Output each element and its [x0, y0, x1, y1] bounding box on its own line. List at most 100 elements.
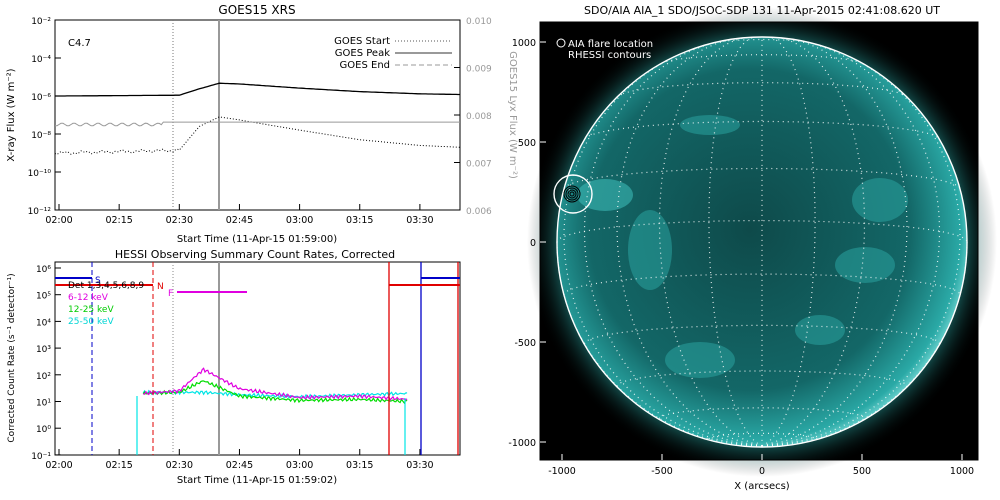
sdo-x-tick-label: -1000 [548, 466, 576, 477]
goes-y2-tick-label: 0.009 [466, 65, 492, 75]
sun-region [665, 342, 735, 378]
sun-longitude-line [583, 39, 763, 447]
goes-y-tick-label: 10⁻⁸ [31, 131, 51, 141]
legend-goes-end: GOES End [340, 60, 390, 71]
sdo-x-tick-label: 500 [853, 466, 871, 477]
goes-y2-tick-label: 0.010 [466, 17, 492, 27]
hessi-x-tick-label: 02:00 [45, 460, 72, 471]
goes-y-tick-label: 10⁻¹⁰ [28, 169, 52, 179]
hessi-legend: Det 1,3,4,5,6,8,9 6-12 keV 12-25 keV 25-… [68, 281, 144, 327]
sun-region [680, 115, 740, 135]
hessi-x-tick-label: 02:45 [226, 460, 253, 471]
legend-25-50kev: 25-50 keV [68, 317, 114, 327]
hessi-12-25kev-line [142, 380, 408, 405]
goes-long-channel-line [55, 82, 460, 97]
sdo-x-tick-label: 1000 [950, 466, 974, 477]
sun-region [835, 247, 895, 283]
goes-x-tick-label: 03:00 [286, 215, 313, 226]
hessi-y-tick-label: 10³ [36, 345, 51, 355]
sun-longitude-line [563, 52, 763, 447]
sdo-y-tick-label: 0 [530, 238, 536, 249]
goes-x-tick-label: 02:30 [166, 215, 193, 226]
legend-detectors: Det 1,3,4,5,6,8,9 [68, 281, 144, 291]
legend-aia-marker-icon [556, 38, 566, 48]
goes-x-tick-label: 02:15 [105, 215, 132, 226]
sun-longitude-line [658, 36, 763, 447]
hessi-y-tick-label: 10⁰ [36, 425, 51, 435]
goes-x-tick-label: 02:00 [45, 215, 72, 226]
aia-flare-location-marker [553, 174, 593, 214]
rhessi-contour [569, 191, 575, 197]
hessi-ylabel: Corrected Count Rate (s⁻¹ detector⁻¹) [7, 273, 17, 442]
sdo-panel: SDO/AIA AIA_1 SDO/JSOC-SDP 131 11-Apr-20… [508, 4, 997, 492]
legend-6-12kev: 6-12 keV [68, 293, 109, 303]
sdo-y-ticks: 1000 500 0 -500 -1000 [508, 38, 546, 449]
goes-y2-tick-label: 0.006 [466, 207, 492, 217]
hessi-y-tick-label: 10¹ [36, 399, 51, 409]
flag-s-label: S [95, 276, 101, 286]
sdo-xlabel: X (arcsecs) [734, 481, 790, 492]
hessi-y-tick-label: 10⁵ [36, 292, 51, 302]
hessi-y-ticks: 10⁶ 10⁵ 10⁴ 10³ 10² 10¹ 10⁰ 10⁻¹ [31, 265, 61, 462]
goes-title: GOES15 XRS [218, 3, 295, 17]
sun-region [628, 210, 672, 290]
hessi-x-ticks: 02:00 02:15 02:30 02:45 03:00 03:15 03:30 [45, 449, 434, 471]
legend-goes-start: GOES Start [334, 36, 390, 47]
goes-x-tick-label: 02:45 [226, 215, 253, 226]
goes-y2-tick-label: 0.008 [466, 112, 492, 122]
hessi-panel: HESSI Observing Summary Count Rates, Cor… [7, 248, 461, 486]
sdo-x-ticks: -1000 -500 0 500 1000 [548, 454, 974, 477]
hessi-x-tick-label: 02:15 [105, 460, 132, 471]
goes-y2-tick-label: 0.007 [466, 160, 492, 170]
goes-y-tick-label: 10⁻¹² [28, 207, 52, 217]
sun-disk [557, 37, 967, 447]
goes-legend: GOES Start GOES Peak GOES End [334, 36, 452, 71]
sdo-y-tick-label: -500 [514, 338, 536, 349]
sun-latitude-line [661, 54, 863, 64]
hessi-x-tick-label: 03:00 [286, 460, 313, 471]
sdo-x-tick-label: -500 [651, 466, 673, 477]
hessi-title: HESSI Observing Summary Count Rates, Cor… [115, 248, 395, 261]
sun-longitude-line [761, 36, 866, 447]
goes-y2-ticks: 0.010 0.009 0.008 0.007 0.006 [454, 17, 492, 217]
sun-longitude-line [761, 52, 961, 447]
goes-y-tick-label: 10⁻⁶ [31, 93, 51, 103]
goes-panel: GOES15 XRS C4.7 10⁻² 10⁻⁴ 10⁻⁶ 10⁻⁸ 10⁻¹⁰ 10⁻… [6, 3, 518, 245]
hessi-y-tick-label: 10⁴ [36, 318, 51, 328]
rhessi-contour [565, 187, 579, 201]
legend-12-25kev: 12-25 keV [68, 305, 114, 315]
goes-x-tick-label: 03:30 [406, 215, 433, 226]
sdo-plot-frame [539, 21, 979, 461]
rhessi-contour [567, 189, 577, 199]
hessi-y-tick-label: 10² [36, 372, 51, 382]
legend-goes-peak: GOES Peak [335, 48, 390, 59]
flag-f-label: F [168, 289, 173, 299]
sun-latitude-line [708, 432, 816, 440]
sdo-x-tick-label: 0 [759, 466, 765, 477]
goes-ylabel: X-ray Flux (W m⁻²) [6, 68, 17, 161]
legend-aia-flare-location: AIA flare location [568, 39, 653, 50]
hessi-xlabel: Start Time (11-Apr-15 01:59:02) [177, 475, 337, 486]
hessi-x-tick-label: 03:15 [346, 460, 373, 471]
hessi-y-tick-label: 10⁻¹ [31, 452, 51, 462]
goes-y-tick-label: 10⁻² [31, 17, 51, 27]
goes-plot-frame [54, 19, 461, 211]
goes-ylabel2: GOES15 Lyx Flux (W m⁻²) [507, 51, 518, 179]
hessi-x-tick-label: 03:30 [406, 460, 433, 471]
sun-latitude-line [563, 167, 961, 189]
hessi-x-tick-label: 02:30 [166, 460, 193, 471]
goes-x-ticks: 02:00 02:15 02:30 02:45 03:00 03:15 03:30 [45, 204, 434, 226]
sdo-y-tick-label: 1000 [512, 38, 536, 49]
sun-region [795, 315, 845, 345]
legend-rhessi-contours: RHESSI contours [568, 50, 651, 61]
goes-class-label: C4.7 [68, 38, 91, 49]
rhessi-contours [563, 185, 581, 203]
hessi-plot-frame [54, 261, 461, 456]
goes-y-tick-label: 10⁻⁴ [31, 55, 51, 65]
hessi-y-tick-label: 10⁶ [36, 265, 51, 275]
sdo-legend: AIA flare location RHESSI contours [556, 38, 653, 61]
goes-xlabel: Start Time (11-Apr-15 01:59:00) [177, 234, 337, 245]
sdo-y-tick-label: 500 [518, 138, 536, 149]
sun-longitude-line [761, 39, 941, 447]
sun-limb [556, 36, 968, 448]
